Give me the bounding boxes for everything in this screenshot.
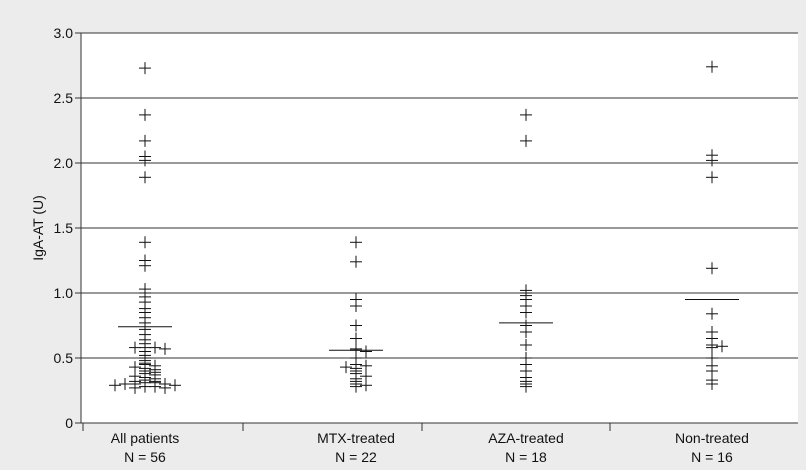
y-tick-label: 2.5 — [54, 90, 74, 106]
data-point — [520, 326, 532, 338]
data-point — [139, 62, 151, 75]
data-point — [159, 342, 171, 355]
data-point — [350, 236, 362, 249]
data-point — [139, 236, 151, 249]
data-point — [340, 361, 352, 374]
data-point — [706, 171, 718, 184]
data-point — [350, 332, 362, 345]
category-n-label: N = 18 — [505, 449, 547, 465]
data-point — [350, 255, 362, 268]
data-point — [350, 300, 362, 312]
data-point — [520, 108, 532, 121]
data-point — [360, 379, 372, 392]
data-point — [350, 319, 362, 332]
data-point — [520, 306, 532, 319]
category-n-label: N = 16 — [691, 449, 733, 465]
data-point — [716, 340, 728, 353]
data-point — [706, 154, 718, 167]
data-point — [139, 171, 151, 184]
y-tick-label: 0.5 — [54, 350, 74, 366]
data-point — [139, 259, 151, 272]
y-tick-label: 1.0 — [54, 285, 74, 301]
data-points — [109, 60, 728, 394]
category-n-label: N = 22 — [335, 449, 377, 465]
data-point — [109, 379, 121, 392]
data-point — [139, 108, 151, 121]
data-point — [706, 262, 718, 275]
category-labels: All patients N = 56 MTX-treated N = 22 AZA-t… — [111, 430, 749, 465]
category-label: All patients — [111, 430, 179, 446]
data-point — [149, 341, 161, 354]
y-tick-label: 0 — [65, 415, 73, 431]
data-point — [520, 380, 532, 393]
data-point — [706, 341, 718, 354]
data-point — [520, 339, 532, 351]
category-label: MTX-treated — [317, 430, 395, 446]
data-point — [360, 359, 372, 372]
data-point — [706, 60, 718, 73]
y-tick-label: 3.0 — [54, 25, 74, 41]
category-label: AZA-treated — [488, 430, 563, 446]
y-axis-title: IgA-AT (U) — [30, 195, 46, 261]
data-point — [129, 341, 141, 354]
data-point — [119, 378, 131, 390]
data-point — [706, 307, 718, 320]
axis-layer — [80, 33, 798, 431]
y-tick-label: 2.0 — [54, 155, 74, 171]
category-label: Non-treated — [675, 430, 749, 446]
y-tick-label: 1.5 — [54, 220, 74, 236]
data-point — [139, 154, 151, 167]
data-point — [149, 380, 161, 393]
data-point — [350, 380, 362, 393]
data-point — [129, 381, 141, 394]
data-point — [520, 134, 532, 147]
data-point — [169, 379, 181, 392]
data-point — [159, 381, 171, 394]
data-point — [706, 378, 718, 390]
y-tick-labels: 0 0.5 1.0 1.5 2.0 2.5 3.0 — [54, 25, 74, 431]
data-point — [139, 134, 151, 147]
category-n-label: N = 56 — [124, 449, 166, 465]
data-point — [360, 345, 372, 358]
